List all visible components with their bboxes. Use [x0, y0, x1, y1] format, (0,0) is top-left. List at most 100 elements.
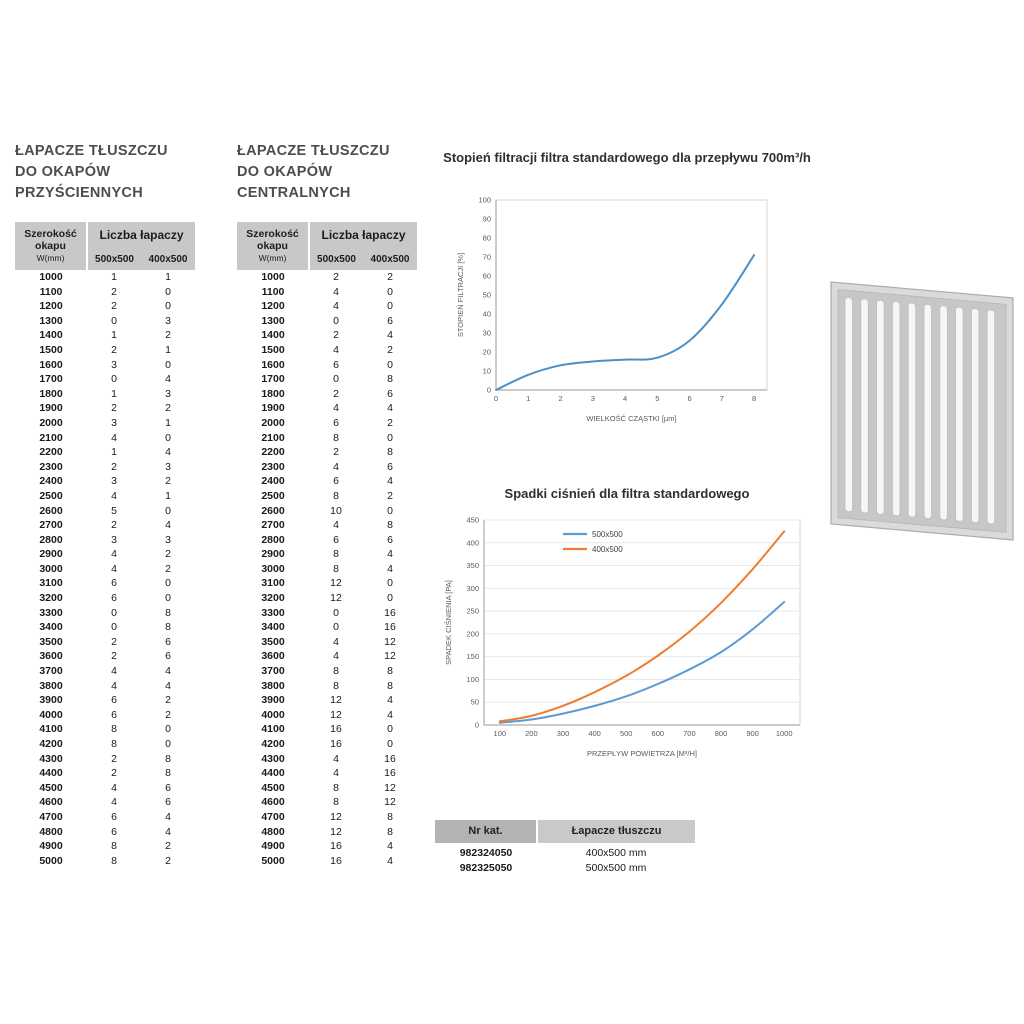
table-row: 1800 2 6 [261, 387, 393, 400]
title-line: CENTRALNYCH [237, 185, 351, 201]
table-row: 4200 8 0 [39, 738, 171, 750]
table-row: 3700 8 8 [261, 665, 393, 678]
svg-text:300: 300 [557, 729, 570, 738]
table-row: 3100 6 0 [39, 577, 171, 590]
svg-text:10: 10 [483, 367, 491, 376]
table-row: 3400 0 16 [261, 621, 396, 634]
table-row: 3600 4 12 [261, 650, 396, 663]
table-row: 2600 10 0 [261, 504, 393, 517]
table-row: 4200 16 0 [261, 738, 393, 750]
table-row: 1400 1 2 [39, 329, 171, 342]
table-row: 2300 2 3 [39, 460, 171, 473]
table-row: 4800 6 4 [39, 825, 171, 838]
svg-text:250: 250 [466, 607, 479, 616]
table-row: 3100 12 0 [261, 577, 393, 590]
svg-text:70: 70 [483, 253, 491, 262]
svg-text:400x500: 400x500 [592, 545, 623, 554]
svg-text:60: 60 [483, 272, 491, 281]
table-row: 4300 2 8 [39, 752, 171, 765]
table-row: 4500 4 6 [39, 781, 171, 794]
svg-text:400: 400 [588, 729, 601, 738]
table-row: 982324050 400x500 mm [459, 846, 647, 859]
table-row: 4400 4 16 [261, 767, 396, 780]
table-row: 3500 4 12 [261, 635, 396, 648]
col-header-400x500: 400x500 [363, 248, 418, 270]
table-row: 1300 0 3 [39, 314, 171, 327]
table-row: 3200 6 0 [39, 592, 171, 605]
col-header-500x500: 500x500 [309, 248, 363, 270]
svg-text:800: 800 [715, 729, 728, 738]
central-hoods-section: ŁAPACZE TŁUSZCZU DO OKAPÓW CENTRALNYCH S… [237, 141, 419, 868]
svg-text:50: 50 [471, 698, 479, 707]
table-row: 2100 8 0 [261, 431, 393, 444]
svg-text:40: 40 [483, 310, 491, 319]
table-row: 1000 1 1 [39, 271, 171, 283]
title-line: PRZYŚCIENNYCH [15, 185, 143, 201]
svg-text:3: 3 [591, 394, 595, 403]
svg-text:200: 200 [466, 629, 479, 638]
col-header-400x500: 400x500 [141, 248, 196, 270]
table-row: 2300 4 6 [261, 460, 393, 473]
table-row: 3900 12 4 [261, 694, 393, 707]
svg-text:6: 6 [687, 394, 691, 403]
svg-text:2: 2 [558, 394, 562, 403]
table-row: 4800 12 8 [261, 825, 393, 838]
col-header-width: Szerokość okapu W(mm) [237, 222, 310, 270]
pressure-chart: 0 50 100 150 200 250 300 350 400 450 100 200 300 400 5… [444, 516, 801, 758]
wall-hoods-section: ŁAPACZE TŁUSZCZU DO OKAPÓW PRZYŚCIENNYCH… [15, 141, 197, 868]
table-row: 2400 6 4 [261, 475, 393, 488]
table-row: 3700 4 4 [39, 665, 171, 678]
table-row: 1200 2 0 [39, 300, 171, 313]
table-row: 2900 8 4 [261, 548, 393, 561]
svg-text:0: 0 [487, 386, 491, 395]
svg-text:350: 350 [466, 561, 479, 570]
svg-text:400: 400 [466, 538, 479, 547]
svg-text:8: 8 [752, 394, 756, 403]
filtration-chart: 0 10 20 30 40 50 60 70 80 90 100 0 1 2 3 4 5 6 7 8 WIELKOŚĆ … [456, 196, 768, 423]
table-row: 1500 2 1 [39, 343, 171, 356]
table-row: 4400 2 8 [39, 767, 171, 780]
svg-text:4: 4 [623, 394, 627, 403]
table-row: 3900 6 2 [39, 694, 171, 707]
table-row: 4100 8 0 [39, 723, 171, 736]
central-hoods-table: Szerokość okapu W(mm) Liczba łapaczy 500… [237, 222, 418, 868]
svg-text:PRZEPŁYW POWIETRZA [M³/H]: PRZEPŁYW POWIETRZA [M³/H] [587, 749, 697, 758]
svg-text:150: 150 [466, 652, 479, 661]
svg-text:900: 900 [746, 729, 759, 738]
table-row: 3800 4 4 [39, 679, 171, 692]
table-row: 982325050 500x500 mm [459, 862, 647, 874]
svg-text:0: 0 [494, 394, 498, 403]
catalog-header-nr: Nr kat. [435, 820, 538, 846]
table-row: 2800 6 6 [261, 533, 393, 546]
table-row: 4500 8 12 [261, 781, 396, 794]
table-row: 1200 4 0 [261, 300, 393, 313]
catalog-header-product: Łapacze tłuszczu [537, 820, 695, 846]
title-line: DO OKAPÓW [15, 164, 111, 180]
table-row: 5000 8 2 [39, 854, 171, 867]
table-row: 3300 0 16 [261, 606, 396, 619]
table-row: 2100 4 0 [39, 431, 171, 444]
table-row: 3200 12 0 [261, 592, 393, 605]
svg-text:20: 20 [483, 348, 491, 357]
svg-text:700: 700 [683, 729, 696, 738]
table-row: 4600 8 12 [261, 796, 396, 809]
svg-text:300: 300 [466, 584, 479, 593]
table-row: 2500 8 2 [261, 489, 393, 502]
table-row: 1300 0 6 [261, 314, 393, 327]
table-row: 3000 8 4 [261, 562, 393, 575]
table-row: 3500 2 6 [39, 635, 171, 648]
svg-text:1: 1 [526, 394, 530, 403]
col-header-group: Liczba łapaczy [309, 222, 418, 248]
svg-text:SPADEK CIŚNIENIA [PA]: SPADEK CIŚNIENIA [PA] [444, 580, 453, 665]
table-row: 4600 4 6 [39, 796, 171, 809]
filtration-chart-title: Stopień filtracji filtra standardowego d… [443, 150, 811, 165]
table-row: 1100 4 0 [261, 285, 393, 298]
svg-text:500x500: 500x500 [592, 530, 623, 539]
table-row: 4100 16 0 [261, 723, 393, 736]
svg-text:1000: 1000 [776, 729, 793, 738]
svg-text:600: 600 [652, 729, 665, 738]
svg-text:30: 30 [483, 329, 491, 338]
table-row: 1900 4 4 [261, 402, 393, 415]
col-header-width: Szerokość okapu W(mm) [15, 222, 88, 270]
